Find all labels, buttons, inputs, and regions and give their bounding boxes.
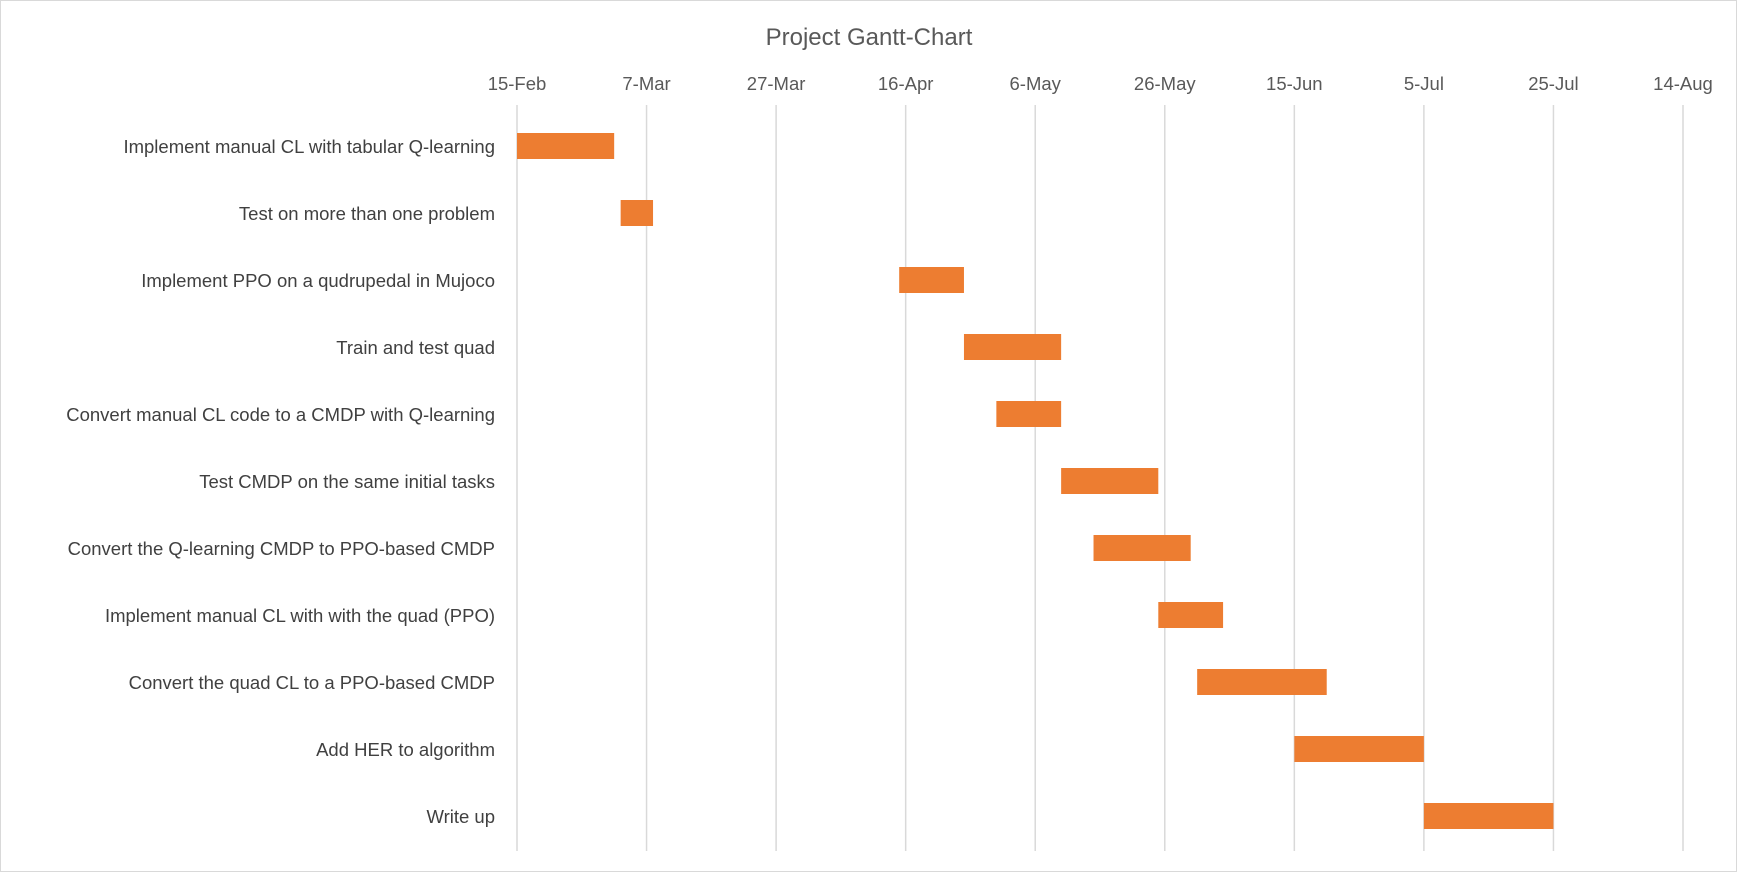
x-tick-label: 15-Feb: [488, 73, 547, 94]
task-label: Test CMDP on the same initial tasks: [199, 471, 495, 492]
task-label: Test on more than one problem: [239, 203, 495, 224]
task-label: Convert the quad CL to a PPO-based CMDP: [129, 672, 495, 693]
x-tick-label: 26-May: [1134, 73, 1196, 94]
x-tick-label: 5-Jul: [1404, 73, 1444, 94]
task-bar: [1294, 736, 1424, 762]
gridlines: [516, 105, 1684, 851]
task-labels: Implement manual CL with tabular Q-learn…: [66, 136, 495, 827]
x-tick-label: 14-Aug: [1653, 73, 1713, 94]
task-label: Write up: [426, 806, 495, 827]
x-axis-ticks: 15-Feb 7-Mar 27-Mar 16-Apr 6-May 26-May 15-Jun…: [488, 73, 1713, 94]
task-bar: [620, 200, 654, 226]
task-bar: [963, 334, 1062, 360]
task-bar: [899, 267, 964, 293]
task-label: Train and test quad: [336, 337, 495, 358]
task-label: Add HER to algorithm: [316, 739, 495, 760]
task-bar: [1093, 535, 1191, 561]
task-bar: [1423, 803, 1554, 829]
task-label: Convert the Q-learning CMDP to PPO-based…: [68, 538, 495, 559]
task-bar: [517, 133, 615, 159]
task-bar: [996, 401, 1062, 427]
x-tick-label: 15-Jun: [1266, 73, 1323, 94]
task-bar: [1061, 468, 1159, 494]
task-label: Implement manual CL with tabular Q-learn…: [123, 136, 495, 157]
task-bar: [1158, 602, 1224, 628]
task-label: Convert manual CL code to a CMDP with Q-…: [66, 404, 495, 425]
task-bar: [1197, 669, 1327, 695]
x-tick-label: 27-Mar: [747, 73, 806, 94]
chart-title: Project Gantt-Chart: [766, 24, 973, 51]
x-tick-label: 6-May: [1010, 73, 1062, 94]
x-tick-label: 25-Jul: [1528, 73, 1578, 94]
x-tick-label: 7-Mar: [622, 73, 670, 94]
task-bars: [517, 133, 1554, 829]
task-label: Implement PPO on a qudrupedal in Mujoco: [141, 270, 495, 291]
x-tick-label: 16-Apr: [878, 73, 934, 94]
task-label: Implement manual CL with with the quad (…: [105, 605, 495, 626]
